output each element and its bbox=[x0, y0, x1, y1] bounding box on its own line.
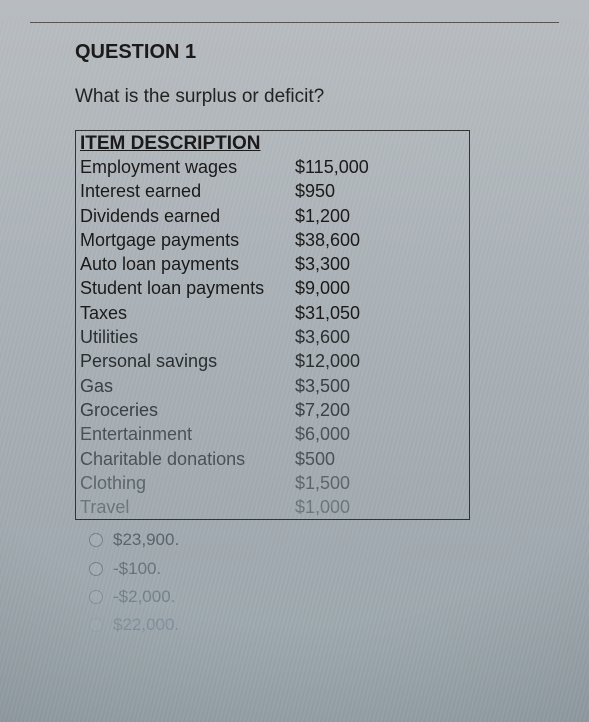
item-desc: Taxes bbox=[80, 301, 295, 325]
item-value: $950 bbox=[295, 179, 335, 203]
table-row: Clothing $1,500 bbox=[76, 471, 469, 495]
table-row: Auto loan payments $3,300 bbox=[76, 252, 469, 276]
item-value: $115,000 bbox=[295, 155, 369, 179]
item-value: $12,000 bbox=[295, 349, 360, 373]
item-desc: Entertainment bbox=[80, 422, 295, 446]
answer-label: $22,000. bbox=[113, 611, 179, 639]
table-row: Travel $1,000 bbox=[76, 495, 469, 519]
item-value: $3,600 bbox=[295, 325, 350, 349]
answer-option[interactable]: $23,900. bbox=[89, 526, 529, 554]
item-desc: Clothing bbox=[80, 471, 295, 495]
item-value: $500 bbox=[295, 447, 335, 471]
item-value: $38,600 bbox=[295, 228, 360, 252]
item-desc: Student loan payments bbox=[80, 276, 295, 300]
item-desc: Travel bbox=[80, 495, 295, 519]
answer-option[interactable]: $22,000. bbox=[89, 611, 529, 639]
item-value: $6,000 bbox=[295, 422, 350, 446]
item-desc: Mortgage payments bbox=[80, 228, 295, 252]
item-desc: Groceries bbox=[80, 398, 295, 422]
table-row: Taxes $31,050 bbox=[76, 301, 469, 325]
question-block: QUESTION 1 What is the surplus or defici… bbox=[0, 23, 589, 639]
item-table: ITEM DESCRIPTION Employment wages $115,0… bbox=[75, 130, 470, 520]
question-title: QUESTION 1 bbox=[75, 41, 529, 64]
item-desc: Interest earned bbox=[80, 179, 295, 203]
question-prompt: What is the surplus or deficit? bbox=[75, 86, 529, 108]
radio-icon bbox=[89, 533, 103, 547]
answer-label: $23,900. bbox=[113, 526, 179, 554]
radio-icon bbox=[89, 562, 103, 576]
item-value: $3,300 bbox=[295, 252, 350, 276]
item-value: $7,200 bbox=[295, 398, 350, 422]
item-value: $1,500 bbox=[295, 471, 350, 495]
answer-label: -$2,000. bbox=[113, 583, 175, 611]
table-row: Entertainment $6,000 bbox=[76, 422, 469, 446]
item-desc: Dividends earned bbox=[80, 204, 295, 228]
table-row: Charitable donations $500 bbox=[76, 447, 469, 471]
item-desc: Gas bbox=[80, 374, 295, 398]
answer-option[interactable]: -$100. bbox=[89, 555, 529, 583]
item-desc: Charitable donations bbox=[80, 447, 295, 471]
item-value: $31,050 bbox=[295, 301, 360, 325]
table-row: Student loan payments $9,000 bbox=[76, 276, 469, 300]
item-desc: Utilities bbox=[80, 325, 295, 349]
answer-option[interactable]: -$2,000. bbox=[89, 583, 529, 611]
table-row: Mortgage payments $38,600 bbox=[76, 228, 469, 252]
item-desc: Employment wages bbox=[80, 155, 295, 179]
radio-icon bbox=[89, 590, 103, 604]
table-row: Personal savings $12,000 bbox=[76, 349, 469, 373]
answer-options: $23,900. -$100. -$2,000. $22,000. bbox=[75, 526, 529, 638]
item-value: $3,500 bbox=[295, 374, 350, 398]
table-row: Employment wages $115,000 bbox=[76, 155, 469, 179]
table-row: Interest earned $950 bbox=[76, 179, 469, 203]
item-desc: Personal savings bbox=[80, 349, 295, 373]
item-desc: Auto loan payments bbox=[80, 252, 295, 276]
radio-icon bbox=[89, 618, 103, 632]
table-row: Groceries $7,200 bbox=[76, 398, 469, 422]
item-value: $9,000 bbox=[295, 276, 350, 300]
table-row: Gas $3,500 bbox=[76, 374, 469, 398]
item-value: $1,200 bbox=[295, 204, 350, 228]
table-row: Utilities $3,600 bbox=[76, 325, 469, 349]
table-header: ITEM DESCRIPTION bbox=[76, 131, 469, 155]
answer-label: -$100. bbox=[113, 555, 161, 583]
table-row: Dividends earned $1,200 bbox=[76, 204, 469, 228]
item-value: $1,000 bbox=[295, 495, 350, 519]
